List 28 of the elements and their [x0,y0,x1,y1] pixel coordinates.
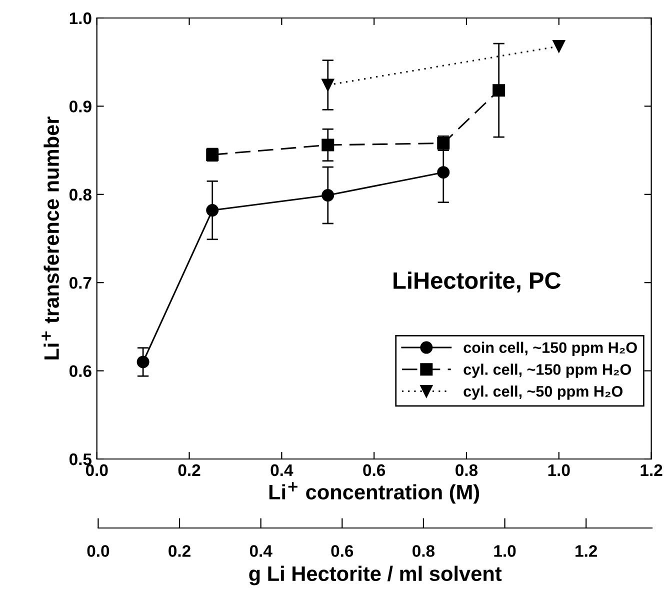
legend-label: cyl. cell, ~50 ppm H₂O [464,386,622,400]
annotation: LiHectorite, PC [394,272,561,292]
x-tick-label: 0.0 [86,464,108,476]
x2-tick-label: 0.8 [412,545,435,557]
x2-tick-label: 1.2 [576,545,598,557]
y-tick-label: 0.8 [69,188,92,201]
x-tick-label: 0.8 [456,464,478,476]
x2-tick-label: 0.2 [168,545,190,557]
x2-axis-title: g Li Hectorite / ml solvent [249,566,502,586]
y-tick-label: 0.9 [69,100,92,112]
legend-label: cyl. cell, ~150 ppm H₂O [464,364,631,378]
y-tick-label: 1.0 [70,12,92,24]
x-tick-label: 0.4 [270,464,294,476]
x2-tick-label: 1.0 [494,545,516,557]
x2-tick-label: 0.6 [331,545,354,557]
x2-tick-label: 0.4 [250,545,272,557]
x2-tick-label: 0.0 [87,545,110,557]
y-axis-title: Li$^{+}$ transference number [42,116,59,360]
legend-label: coin cell, ~150 ppm H₂O [464,342,637,356]
x-axis-title: Li$^{+}$ concentration (M) [269,482,480,504]
y-tick-label: 0.5 [69,453,92,466]
x-tick-label: 1.0 [548,464,570,476]
x-tick-label: 1.2 [640,464,662,476]
point [552,40,566,52]
y-tick-label: 0.6 [69,365,92,378]
x-tick-label: 0.6 [363,464,386,476]
y-tick-label: 0.7 [69,277,92,289]
x-tick-label: 0.2 [178,464,200,476]
